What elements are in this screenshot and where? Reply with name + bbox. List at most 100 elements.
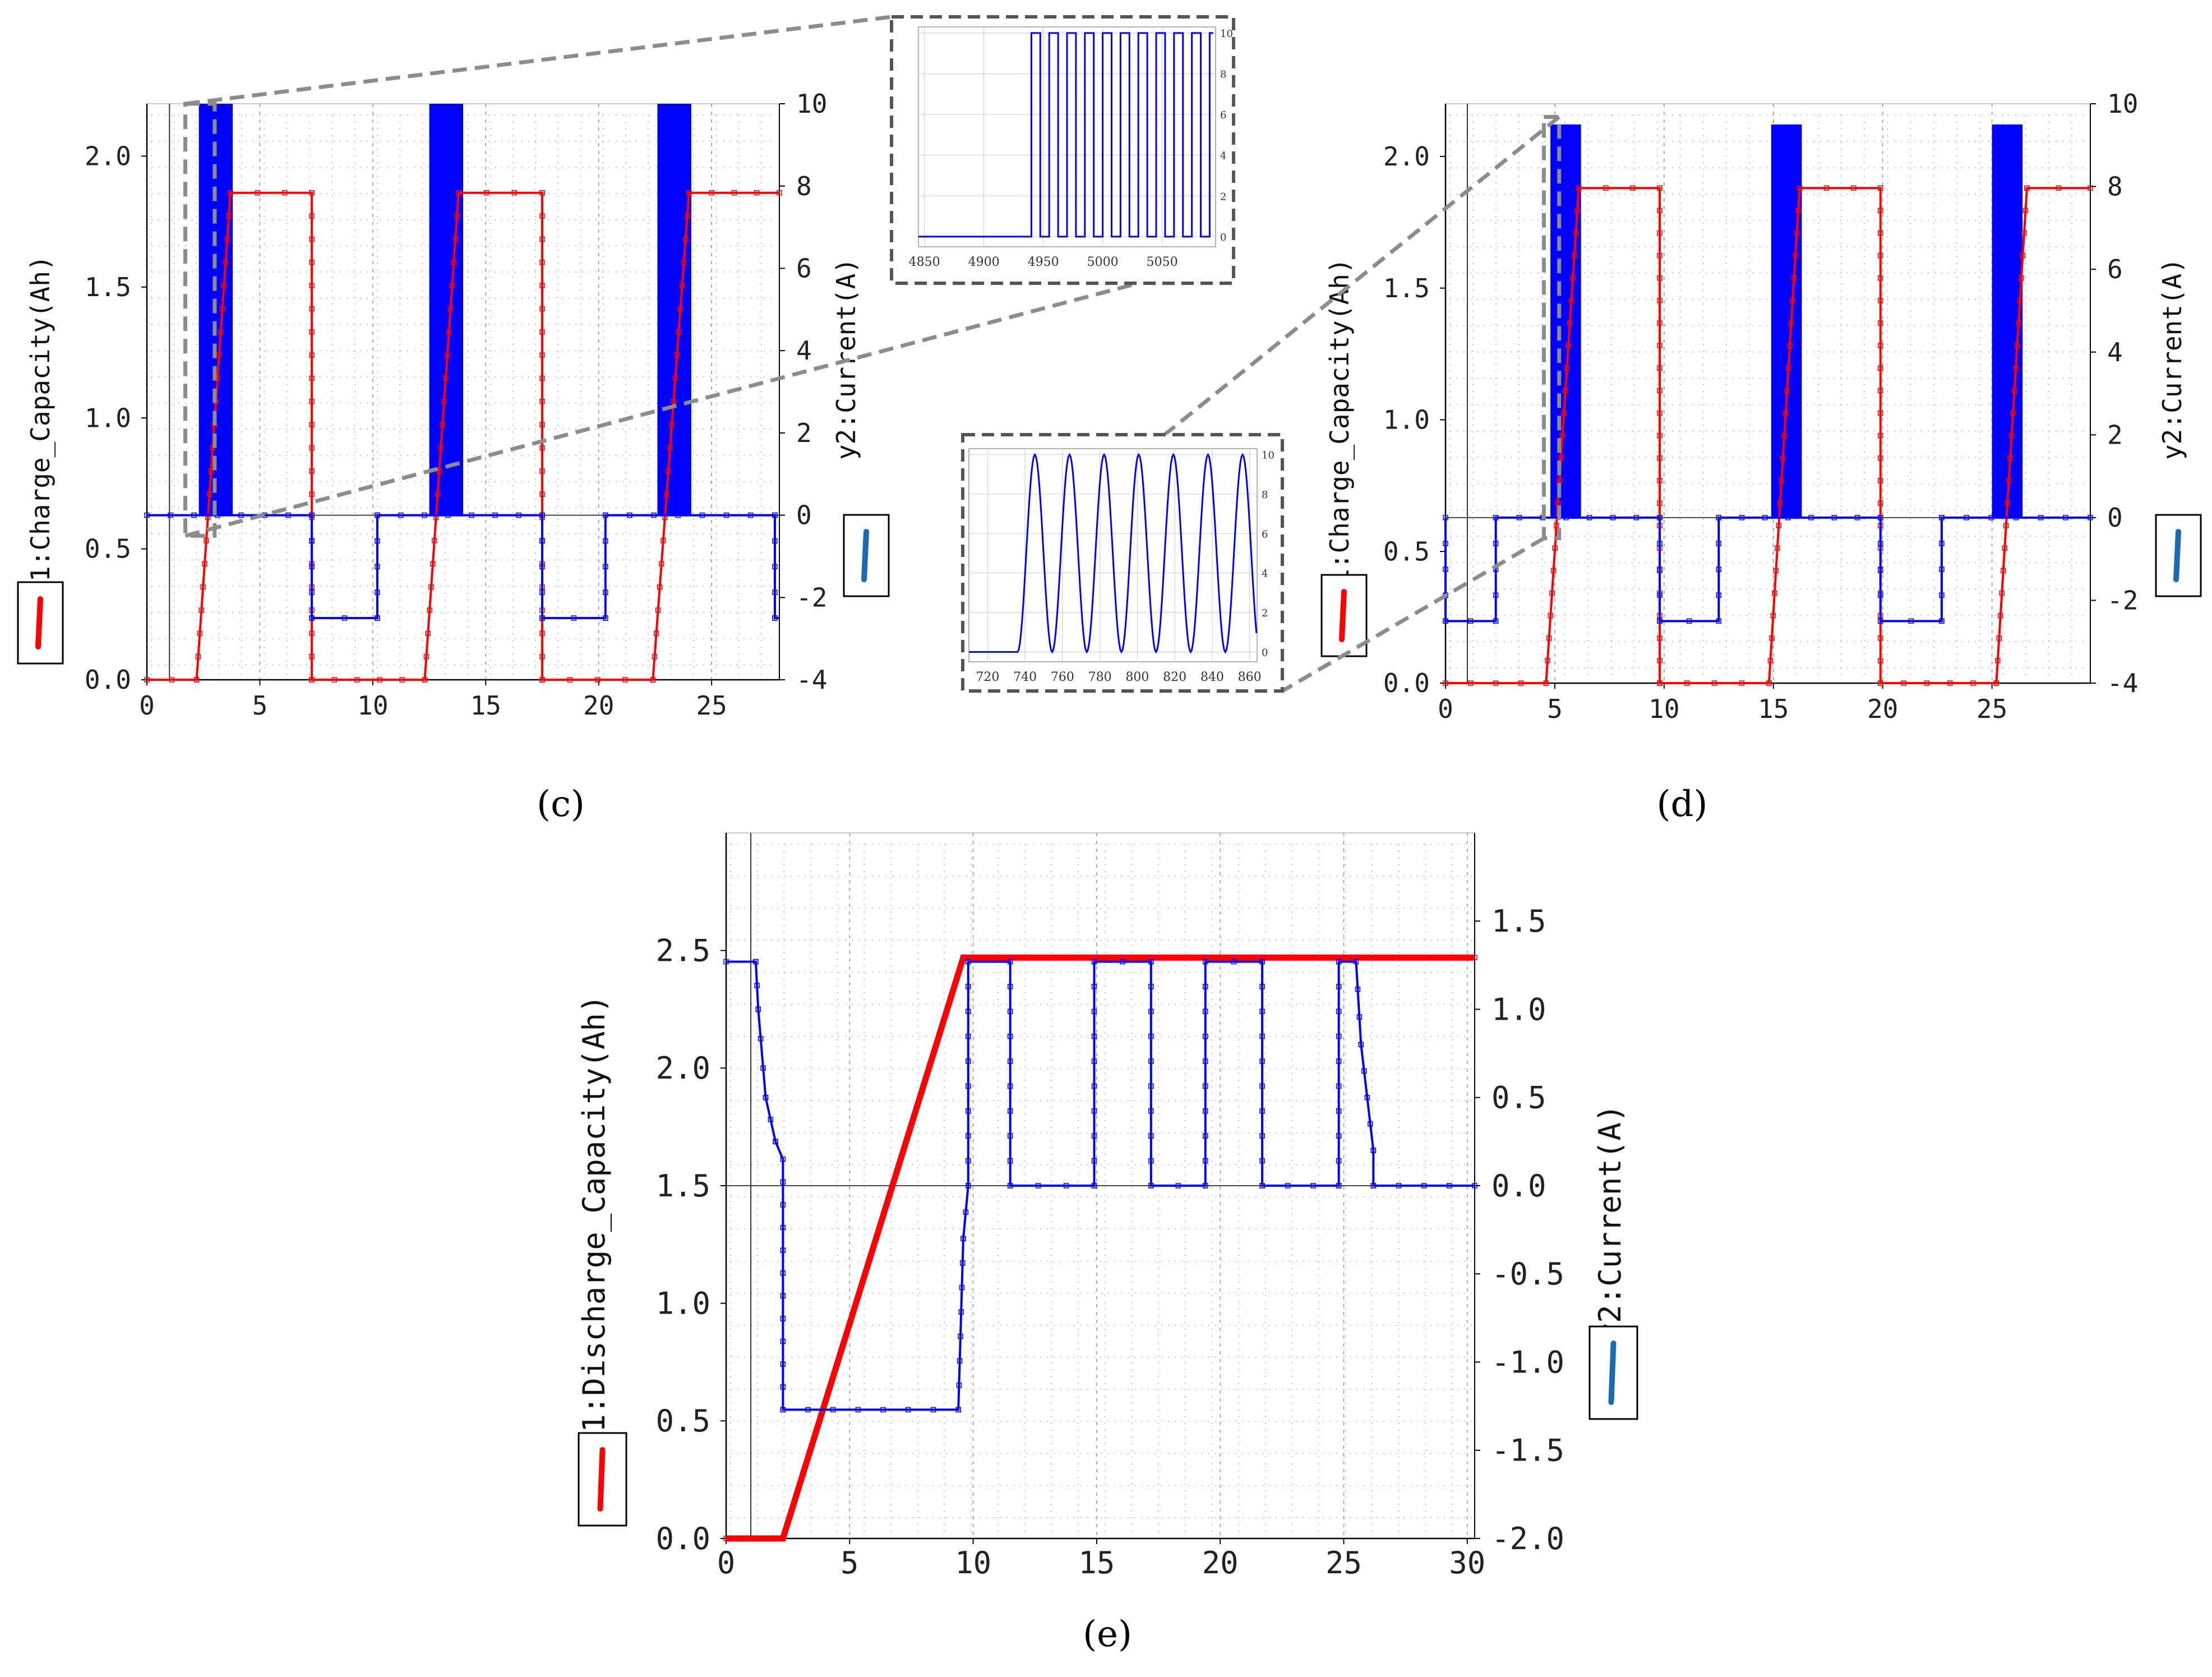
series-marker <box>1148 1008 1154 1015</box>
series-marker <box>1516 515 1522 520</box>
series-marker <box>1770 612 1776 619</box>
series-marker <box>1091 1133 1097 1139</box>
series-marker <box>772 512 778 518</box>
series-marker <box>1784 388 1790 394</box>
series-marker <box>1336 959 1342 965</box>
series-marker <box>309 422 315 427</box>
series-marker <box>1443 680 1448 686</box>
x-tick-label: 25 <box>1977 694 2007 724</box>
series-marker <box>1447 1183 1452 1188</box>
series-marker <box>377 677 382 683</box>
series-marker <box>1711 680 1717 686</box>
series-marker <box>780 1361 786 1367</box>
x-tick-label: 10 <box>357 690 388 721</box>
series-marker <box>1493 680 1499 686</box>
series-marker <box>780 1270 786 1276</box>
series-marker <box>960 1236 966 1242</box>
series-marker <box>754 983 760 988</box>
series-marker <box>1657 478 1663 483</box>
y2-tick-label: 0.0 <box>1491 1168 1546 1204</box>
series-marker <box>539 190 545 196</box>
series-marker <box>966 1183 971 1188</box>
series-marker <box>780 1407 786 1413</box>
series-marker <box>511 190 518 196</box>
series-marker <box>281 190 288 196</box>
series-marker <box>438 445 444 451</box>
series-marker <box>772 538 778 544</box>
series-marker <box>1878 298 1883 303</box>
y2-tick-label: 10 <box>796 89 827 119</box>
series-marker <box>1785 365 1791 371</box>
series-marker <box>763 1095 769 1100</box>
series-marker <box>428 584 434 590</box>
series-marker <box>855 1407 861 1413</box>
series-marker <box>1767 658 1774 664</box>
series-marker <box>661 538 666 543</box>
series-marker <box>867 1256 872 1262</box>
series-marker <box>1564 365 1570 371</box>
x-tick-label: 25 <box>696 690 727 721</box>
series-marker <box>1878 478 1883 483</box>
series-marker <box>1148 1058 1154 1064</box>
y2-axis-title: y2:Current(A) <box>2157 258 2187 460</box>
series-marker <box>1555 500 1561 506</box>
series-marker <box>216 352 222 358</box>
series-marker <box>853 1299 860 1305</box>
series-marker <box>1007 1008 1013 1015</box>
series-marker <box>1007 959 1013 965</box>
series-marker <box>309 653 315 660</box>
inset-d: 720 740 760 780 800 820 840 860 0 2 4 6 8 10 <box>961 114 1562 693</box>
series-marker <box>1448 955 1454 960</box>
series-marker <box>226 213 232 219</box>
series-marker <box>1336 1058 1342 1064</box>
y2-tick-label: 2 <box>796 418 812 448</box>
series-marker <box>1472 955 1477 960</box>
series-marker <box>1175 1183 1181 1188</box>
series-marker <box>1998 612 2003 619</box>
y1-axis-title: y1:Discharge_Capacity(Ah) <box>576 995 612 1451</box>
series-marker <box>1007 1183 1013 1188</box>
series-marker <box>1781 432 1787 439</box>
series-marker <box>1310 1183 1316 1188</box>
inset-x-tick-label: 740 <box>1013 670 1037 684</box>
series-marker <box>1091 1108 1097 1114</box>
series-marker <box>753 959 759 965</box>
y2-tick-label: 10 <box>2107 89 2138 119</box>
series-marker <box>1259 1183 1265 1188</box>
series-marker <box>1336 984 1342 989</box>
series-marker <box>539 352 545 358</box>
series-marker <box>754 190 760 196</box>
inset-y-tick-label: 2 <box>1220 191 1226 202</box>
series-marker <box>1259 959 1265 965</box>
series-marker <box>341 615 348 621</box>
series-marker <box>539 399 545 404</box>
series-marker <box>1259 1108 1265 1114</box>
series-marker <box>1566 343 1571 348</box>
inset-current-wave <box>918 32 1213 238</box>
series-marker <box>1657 388 1663 394</box>
series-marker <box>913 1105 920 1111</box>
series-marker <box>954 976 959 982</box>
series-marker <box>1878 635 1883 641</box>
series-marker <box>202 561 207 567</box>
series-marker <box>206 491 213 497</box>
y2-tick-label: 8 <box>796 171 812 201</box>
series-marker <box>957 1358 963 1364</box>
zoom-connector <box>185 15 892 106</box>
series-marker <box>1586 515 1592 520</box>
y2-tick-label: 2 <box>2107 420 2123 450</box>
series-marker <box>1309 955 1315 960</box>
series-marker <box>930 1407 936 1413</box>
series-marker <box>772 589 778 595</box>
series-marker <box>208 468 214 474</box>
series-marker <box>669 422 675 427</box>
series-marker <box>1336 1008 1342 1015</box>
y2-tick-label: -4 <box>2107 668 2138 698</box>
series-marker <box>894 1170 899 1176</box>
series-marker <box>144 512 150 518</box>
series-marker <box>833 1363 839 1369</box>
series-marker <box>1443 566 1448 572</box>
series-marker <box>907 1127 913 1132</box>
series-marker <box>1878 208 1883 214</box>
